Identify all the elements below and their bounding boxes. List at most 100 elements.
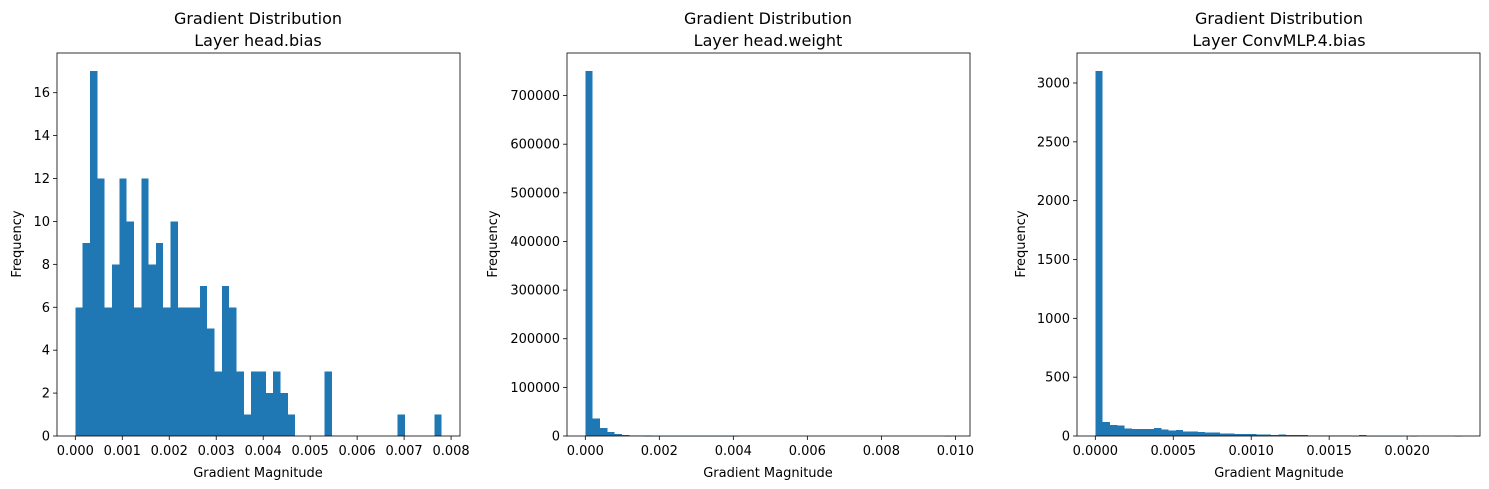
y-axis-label: Frequency [10, 210, 25, 277]
plot-area: 0.000 0.002 0.004 0.006 0.008 0.010 0 100000 200… [510, 52, 974, 459]
axes-frame [566, 52, 971, 437]
histogram-bar [1153, 427, 1162, 436]
x-tick-label: 0.010 [937, 444, 974, 459]
histogram-bar [1131, 428, 1140, 436]
histogram-bar [1241, 434, 1250, 436]
histogram-bar [1161, 429, 1169, 436]
histogram-bar [585, 71, 593, 436]
histogram-bar [104, 307, 112, 436]
histogram-bar [1109, 424, 1118, 436]
x-tick-label: 0.006 [789, 444, 826, 459]
histogram-bar [97, 178, 105, 437]
y-tick-label: 0 [552, 430, 560, 445]
histogram-bar [621, 434, 630, 436]
histogram-bar [434, 414, 442, 436]
y-tick-label: 2000 [1037, 194, 1070, 209]
y-tick-label: 3000 [1037, 77, 1070, 92]
histogram-bar [1197, 431, 1206, 436]
x-tick-label: 0.000 [567, 444, 604, 459]
y-tick-label: 0 [42, 430, 50, 445]
chart-title-line2: Layer ConvMLP.4.bias [1192, 31, 1365, 50]
axes-frame [56, 52, 461, 437]
histogram-bar [324, 371, 332, 436]
histogram-bar [199, 285, 208, 436]
histogram-bar [614, 434, 622, 436]
x-tick-label: 0.0005 [1151, 444, 1197, 459]
histogram-bar [229, 307, 237, 436]
histogram-bar [1285, 435, 1294, 436]
x-tick-label: 0.006 [339, 444, 376, 459]
histogram-bar [119, 178, 127, 437]
x-tick-label: 0.004 [715, 444, 752, 459]
histogram-bar [148, 264, 156, 436]
y-tick-label: 600000 [510, 138, 560, 153]
histogram-bar [273, 371, 281, 436]
histogram-bar [1117, 425, 1125, 436]
histogram-bar [1102, 421, 1110, 436]
histogram-bar [1146, 429, 1154, 436]
histogram-bar [1139, 428, 1147, 436]
histogram-bar [1278, 434, 1286, 436]
histogram-bar [1300, 435, 1308, 436]
y-tick-label: 2500 [1037, 135, 1070, 150]
histogram-bar [258, 371, 266, 436]
histogram-bar [1168, 430, 1176, 436]
histogram-bar [287, 414, 296, 436]
histogram-bar [1183, 431, 1191, 436]
x-axis-label: Gradient Magnitude [1214, 466, 1344, 481]
histogram-bar [243, 414, 252, 436]
histogram-bar [1234, 433, 1242, 436]
histogram-bar [1293, 434, 1301, 436]
histogram-bar [1212, 432, 1220, 436]
x-tick-label: 0.0010 [1228, 444, 1274, 459]
histogram-bar [1271, 434, 1279, 436]
histogram-bar [599, 428, 608, 436]
histogram-bar [177, 307, 186, 436]
x-tick-label: 0.004 [245, 444, 282, 459]
x-tick-label: 0.002 [151, 444, 188, 459]
y-tick-label: 200000 [510, 332, 560, 347]
y-tick-label: 12 [33, 172, 50, 187]
x-tick-label: 0.003 [198, 444, 235, 459]
histogram-bar [592, 418, 600, 436]
x-tick-label: 0.008 [863, 444, 900, 459]
histogram-bar [170, 221, 178, 436]
x-tick-label: 0.000 [57, 444, 94, 459]
histogram-bar [1359, 434, 1367, 436]
histogram-bar [89, 71, 98, 436]
y-tick-label: 0 [1062, 430, 1070, 445]
y-tick-label: 500000 [510, 186, 560, 201]
histogram-bar [280, 393, 288, 436]
histogram-bar [1124, 428, 1132, 436]
subplot-head-weight: 0.000 0.002 0.004 0.006 0.008 0.010 0 100000 200… [486, 9, 974, 481]
y-tick-label: 16 [33, 86, 50, 101]
x-tick-label: 0.0020 [1384, 444, 1430, 459]
y-axis-label: Frequency [1014, 210, 1029, 277]
x-tick-label: 0.007 [385, 444, 422, 459]
histogram-bar [397, 414, 406, 436]
histogram-bar [133, 307, 142, 436]
y-tick-label: 1000 [1037, 312, 1070, 327]
chart-title-line1: Gradient Distribution [684, 9, 852, 28]
y-axis-label: Frequency [486, 210, 501, 277]
x-tick-label: 0.005 [292, 444, 329, 459]
histogram-bar [607, 432, 615, 436]
chart-title-line2: Layer head.bias [194, 31, 321, 50]
subplot-convmlp-4-bias: 0.0000 0.0005 0.0010 0.0015 0.0020 0 500 1000 15… [1014, 9, 1481, 481]
histogram-bar [1190, 431, 1198, 436]
histogram-bar [1219, 433, 1228, 436]
y-tick-label: 4 [42, 344, 50, 359]
x-axis-label: Gradient Magnitude [703, 466, 833, 481]
plot-area: 0.0000 0.0005 0.0010 0.0015 0.0020 0 500 1000 15… [1037, 52, 1481, 459]
subplot-head-bias: 0.000 0.001 0.002 0.003 0.004 0.005 0.006 0.007… [10, 9, 470, 481]
y-tick-label: 100000 [510, 381, 560, 396]
histogram-bar [236, 371, 244, 436]
histogram-bar [185, 307, 193, 436]
histogram-bar [1227, 433, 1235, 436]
y-tick-label: 8 [42, 258, 50, 273]
x-tick-label: 0.008 [432, 444, 469, 459]
chart-title-line1: Gradient Distribution [1195, 9, 1363, 28]
histogram-bar [155, 242, 164, 436]
x-tick-label: 0.0000 [1073, 444, 1119, 459]
